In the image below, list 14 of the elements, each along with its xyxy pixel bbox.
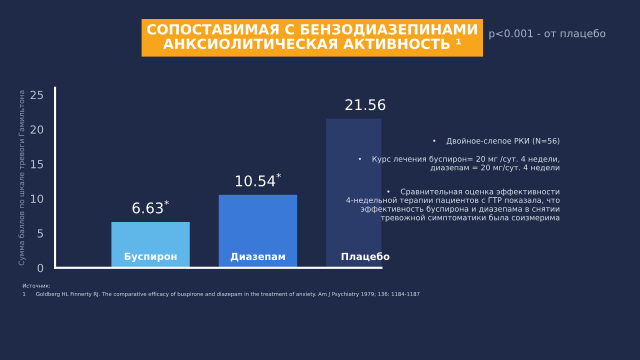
- chart-title: СОПОСТАВИМАЯ С БЕНЗОДИАЗЕПИНАМИ АНКСИОЛИТИЧЕСКАЯ АКТИВНОСТЬ ¹: [147, 24, 477, 50]
- x-tick-label: Буспирон: [124, 252, 176, 262]
- y-tick-label: 5: [38, 229, 43, 238]
- y-tick-label: 15: [31, 160, 43, 168]
- y-tick-label: 20: [30, 125, 44, 134]
- y-tick-label: 10: [31, 194, 44, 203]
- data-label: 6.63$^{*}$: [132, 200, 169, 214]
- x-tick-label: Плацебо: [342, 252, 390, 262]
- data-label: 10.54$^{*}$: [236, 173, 281, 186]
- y-tick-label: 25: [30, 90, 43, 100]
- y-tick-label: 0: [38, 264, 44, 272]
- data-label: 21.56: [346, 99, 386, 110]
- text: p<0.001 - от плацебо: [489, 29, 606, 40]
- x-tick-label: Диазепам: [230, 252, 285, 262]
